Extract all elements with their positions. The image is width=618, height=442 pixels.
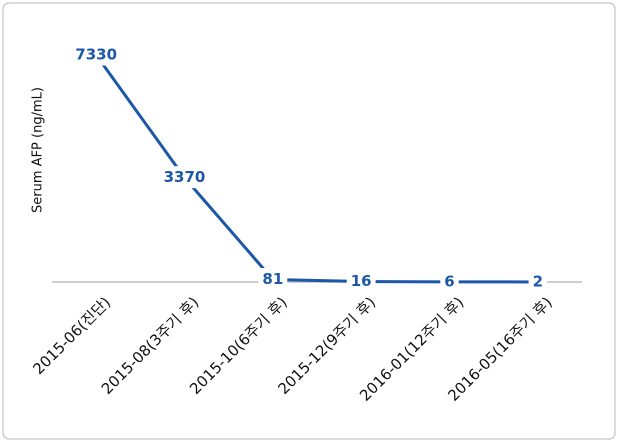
- data-label: 6: [444, 272, 454, 290]
- data-label: 3370: [164, 168, 206, 186]
- data-label: 16: [351, 272, 372, 290]
- y-axis-label: Serum AFP (ng/mL): [31, 87, 46, 213]
- data-label-bg: [159, 166, 210, 189]
- data-label-bg: [528, 270, 548, 293]
- data-label: 81: [262, 270, 283, 288]
- data-label-bg: [71, 43, 122, 66]
- data-label: 2: [533, 272, 543, 290]
- line: [94, 54, 538, 284]
- data-label: 7330: [75, 46, 117, 64]
- data-label-bg: [440, 270, 459, 293]
- data-label-bg: [346, 270, 376, 293]
- data-label-bg: [258, 267, 288, 290]
